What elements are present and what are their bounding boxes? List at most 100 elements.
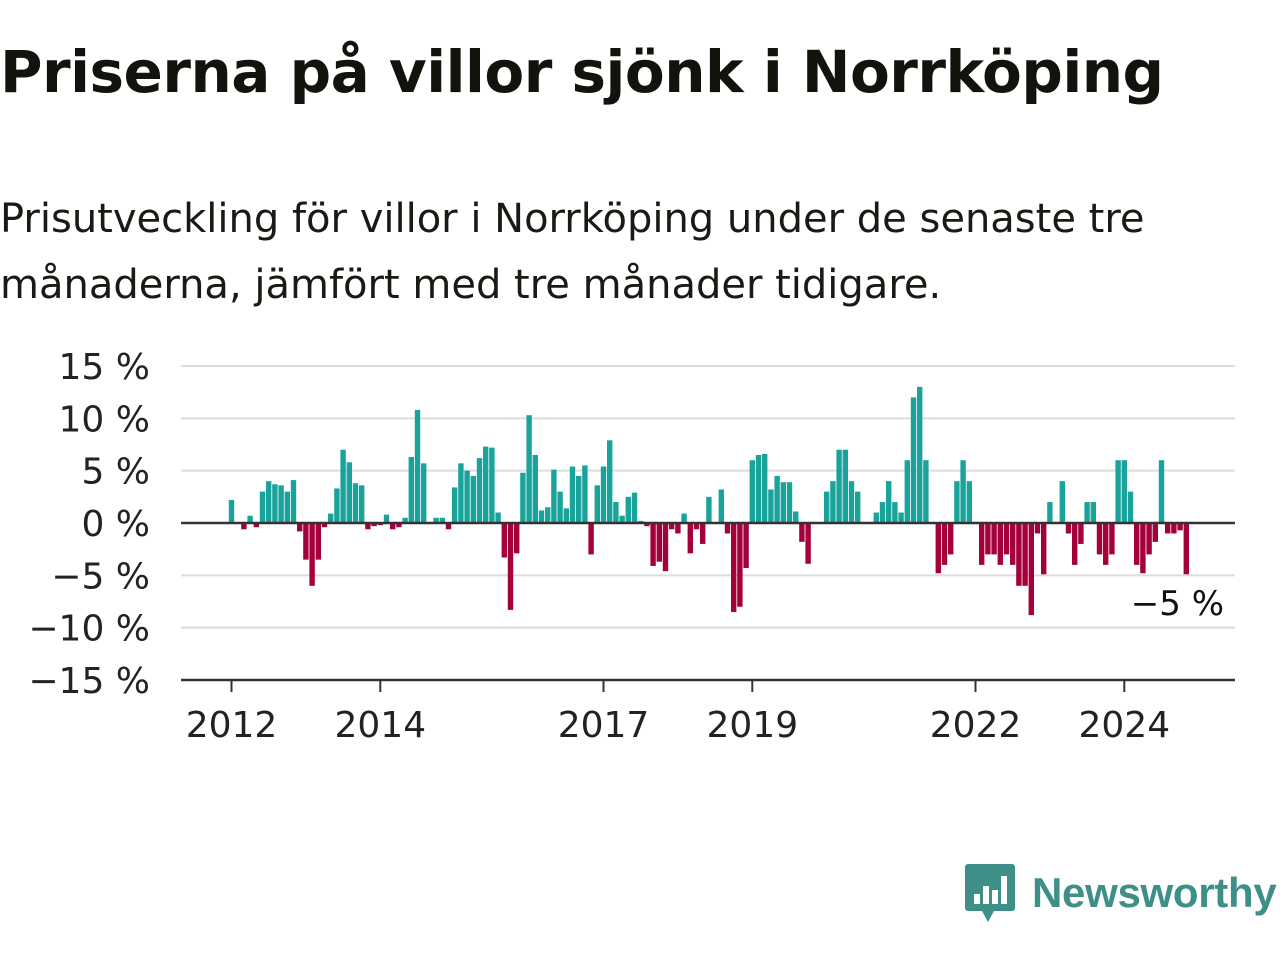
bar (1078, 523, 1084, 544)
bar (421, 463, 427, 523)
bar (576, 475, 582, 523)
bar (371, 523, 377, 527)
bar (582, 465, 588, 523)
bar (743, 523, 749, 569)
bar (545, 507, 551, 523)
bar (352, 483, 359, 523)
bar (898, 512, 904, 523)
bar (979, 523, 985, 565)
bar (762, 453, 768, 523)
bar (1127, 491, 1134, 523)
bar (290, 480, 297, 523)
y-tick-label: −5 % (51, 556, 150, 597)
bar (390, 523, 396, 530)
bar (365, 523, 371, 530)
newsworthy-logo-icon (965, 864, 1015, 922)
bar (681, 513, 687, 523)
bar (1103, 523, 1109, 565)
bar (1134, 523, 1140, 565)
bar (470, 475, 476, 523)
bar (1115, 460, 1121, 523)
bar (607, 440, 613, 523)
bar (1165, 523, 1171, 534)
bar (1183, 523, 1189, 575)
bar (458, 463, 464, 523)
latest-value-annotation: −5 % (1131, 584, 1224, 624)
bar (780, 482, 786, 523)
bar (892, 502, 898, 523)
bar (1090, 502, 1096, 523)
bar (1059, 481, 1065, 523)
bar (328, 513, 334, 523)
bar (557, 491, 563, 523)
bar (700, 523, 706, 544)
bar (954, 481, 960, 523)
bar (526, 415, 532, 523)
bar (917, 386, 923, 523)
bar (824, 491, 830, 523)
bar (848, 481, 855, 523)
bar (1072, 523, 1078, 565)
bar (793, 511, 799, 523)
x-tick-label: 2019 (706, 705, 798, 746)
bar (538, 510, 545, 523)
chart-title: Priserna på villor sjönk i Norrköping (0, 38, 1164, 106)
bar (340, 449, 346, 523)
bar (563, 508, 569, 523)
bar (768, 489, 774, 523)
bar (1096, 523, 1103, 555)
bar (1146, 523, 1152, 555)
bar (662, 523, 669, 572)
bar (656, 523, 662, 562)
x-tick-label: 2014 (334, 705, 426, 746)
bar (594, 485, 600, 523)
bar (309, 523, 315, 586)
bar (284, 491, 290, 523)
bar (724, 523, 731, 534)
bar (1177, 523, 1183, 531)
bar (613, 502, 619, 523)
y-tick-label: −10 % (28, 609, 150, 650)
bar (259, 491, 266, 523)
bar (253, 523, 259, 528)
bar (247, 515, 253, 523)
y-tick-label: 10 % (59, 399, 150, 440)
bar (693, 523, 700, 530)
bar (805, 523, 811, 564)
bar (520, 472, 526, 523)
y-tick-label: −15 % (28, 661, 150, 702)
bar (1003, 523, 1010, 555)
bar (904, 460, 910, 523)
bar (266, 481, 272, 523)
bar (985, 523, 991, 555)
bar (873, 512, 879, 523)
bar (476, 458, 483, 523)
brand[interactable]: Newsworthy (964, 862, 1277, 924)
bar (910, 397, 917, 523)
bar (997, 523, 1003, 565)
bar (569, 466, 576, 523)
bar (278, 485, 284, 523)
bar (836, 449, 842, 523)
bar (408, 457, 414, 523)
bar (445, 523, 452, 530)
bar (935, 523, 941, 574)
bar (1010, 523, 1016, 565)
bar (334, 488, 340, 523)
bar (600, 466, 607, 523)
bar (321, 523, 328, 528)
bar (439, 517, 445, 523)
bar (303, 523, 309, 560)
bar (315, 523, 321, 560)
bar (383, 514, 390, 523)
bar (786, 482, 793, 523)
bar (650, 523, 656, 566)
bar (631, 492, 638, 523)
bar (966, 481, 972, 523)
bar (1109, 523, 1115, 555)
bar (272, 484, 278, 523)
bar (1022, 523, 1028, 586)
bar (433, 517, 439, 523)
bar (241, 523, 247, 530)
bar (228, 499, 235, 523)
